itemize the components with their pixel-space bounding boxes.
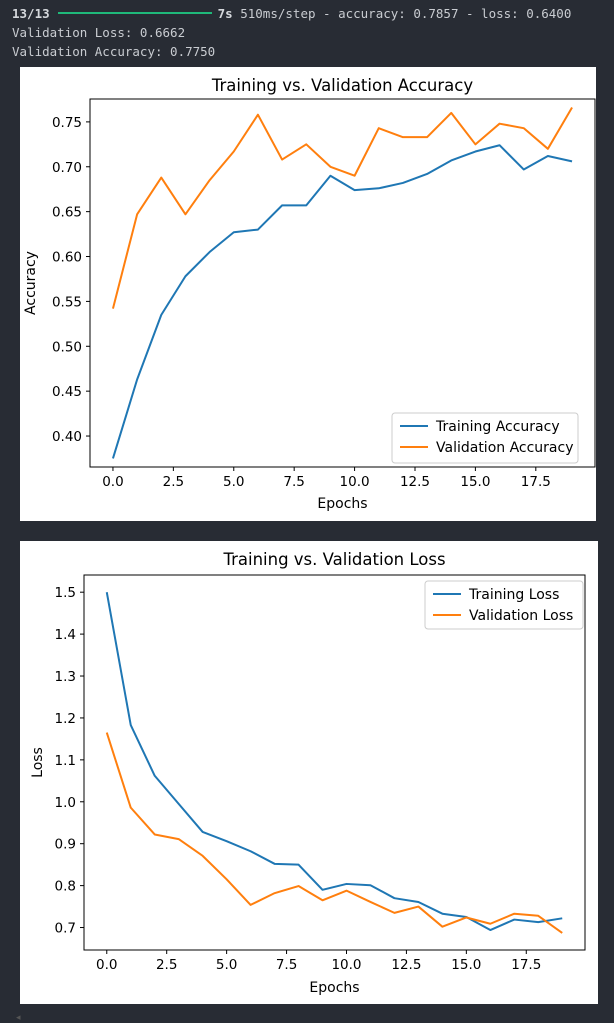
y-tick-label: 0.9 <box>55 837 76 853</box>
loss-chart: Training vs. Validation Loss 0.0 2.5 5.0 7.5… <box>30 550 586 996</box>
y-tick-label: 1.5 <box>55 585 76 601</box>
y-tick-label: 0.40 <box>52 429 82 445</box>
series-line-training-accuracy <box>111 144 573 459</box>
legend-label: Training Loss <box>468 587 559 603</box>
x-tick-label: 7.5 <box>276 957 297 973</box>
x-tick-label: 10.0 <box>331 957 361 973</box>
y-tick-label: 0.55 <box>52 294 82 310</box>
y-axis-label: Loss <box>30 747 46 778</box>
x-tick-label: 2.5 <box>163 474 184 490</box>
series-line-validation-loss <box>105 732 563 934</box>
y-tick-label: 0.50 <box>52 339 82 355</box>
x-tick-label: 12.5 <box>391 957 421 973</box>
x-tick-label: 10.0 <box>340 474 370 490</box>
series-line-training-loss <box>105 592 563 932</box>
console-output: 13/13 7s 510ms/step - accuracy: 0.7857 - … <box>12 4 571 61</box>
x-tick-label: 17.5 <box>521 474 551 490</box>
y-axis-label: Accuracy <box>23 251 39 315</box>
x-tick-label: 5.0 <box>223 474 244 490</box>
y-tick-label: 1.1 <box>55 753 76 769</box>
chart-title: Training vs. Validation Loss <box>222 550 445 569</box>
progress-metrics: 510ms/step - accuracy: 0.7857 - loss: 0.… <box>240 6 572 21</box>
x-tick-label: 0.0 <box>96 957 117 973</box>
axes-frame <box>89 98 596 468</box>
y-tick-label: 0.60 <box>52 250 82 266</box>
x-tick-label: 17.5 <box>511 957 541 973</box>
y-tick-label: 0.75 <box>52 115 82 131</box>
legend-label: Training Accuracy <box>435 419 560 435</box>
legend-box <box>391 412 579 464</box>
accuracy-chart: Training vs. Validation Accuracy 0.0 2.5 5.… <box>23 76 596 512</box>
legend-box <box>424 580 584 630</box>
accuracy-figure: Training vs. Validation Accuracy 0.0 2.5 5.… <box>20 67 596 521</box>
x-tick-label: 12.5 <box>400 474 430 490</box>
progress-time: 7s <box>217 6 233 21</box>
y-tick-label: 1.4 <box>55 627 76 643</box>
progress-bar <box>57 12 212 14</box>
x-tick-label: 5.0 <box>216 957 237 973</box>
y-tick-label: 1.2 <box>55 711 76 727</box>
y-tick-label: 1.0 <box>55 795 76 811</box>
legend-label: Validation Accuracy <box>436 440 574 456</box>
loss-figure: Training vs. Validation Loss 0.0 2.5 5.0 7.5… <box>20 541 598 1004</box>
y-tick-label: 0.8 <box>55 879 76 895</box>
x-axis-label: Epochs <box>317 496 367 512</box>
y-tick-label: 0.45 <box>52 384 82 400</box>
y-tick-label: 0.70 <box>52 160 82 176</box>
y-tick-label: 1.3 <box>55 669 76 685</box>
x-tick-label: 0.0 <box>102 474 123 490</box>
y-tick-label: 0.7 <box>55 921 76 937</box>
chart-title: Training vs. Validation Accuracy <box>211 76 473 95</box>
scroll-marker: ◂ <box>16 1013 21 1023</box>
x-tick-label: 15.0 <box>460 474 490 490</box>
progress-steps: 13/13 <box>12 6 50 21</box>
x-tick-label: 15.0 <box>451 957 481 973</box>
validation-loss-line: Validation Loss: 0.6662 <box>12 25 186 40</box>
validation-accuracy-line: Validation Accuracy: 0.7750 <box>12 44 216 59</box>
x-tick-label: 7.5 <box>283 474 304 490</box>
series-line-validation-accuracy <box>111 107 573 309</box>
legend-label: Validation Loss <box>469 608 573 624</box>
x-tick-label: 2.5 <box>156 957 177 973</box>
axes-frame <box>83 574 586 951</box>
x-axis-label: Epochs <box>309 980 359 996</box>
y-tick-label: 0.65 <box>52 205 82 221</box>
